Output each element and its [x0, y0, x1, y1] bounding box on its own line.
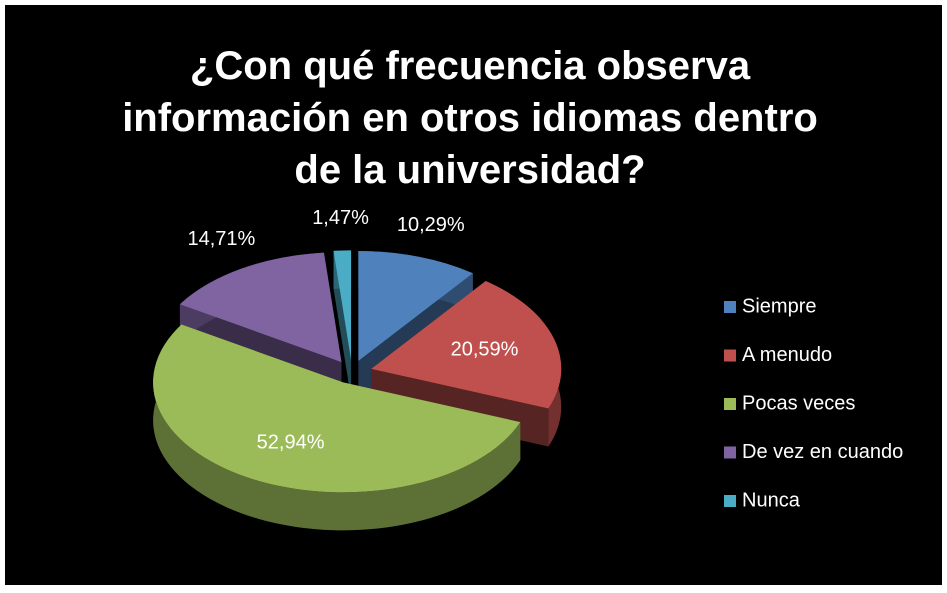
legend-swatch: [724, 301, 736, 313]
legend-swatch: [724, 349, 736, 362]
data-label: 10,29%: [397, 214, 465, 236]
slice: [153, 324, 521, 493]
legend-label: De vez en cuando: [742, 441, 903, 463]
legend-swatch: [724, 495, 736, 507]
data-label: 20,59%: [451, 338, 519, 360]
data-label: 52,94%: [257, 432, 325, 454]
legend-swatch: [724, 446, 736, 459]
slice: [371, 281, 562, 409]
legend-label: Nunca: [742, 489, 801, 511]
chart-title: ¿Con qué frecuencia observa información …: [122, 44, 818, 192]
slice: [358, 251, 473, 362]
data-label: 1,47%: [312, 207, 369, 229]
legend-swatch: [724, 398, 736, 410]
slice: [333, 250, 352, 361]
legend-label: A menudo: [742, 344, 832, 366]
legend-label: Siempre: [742, 295, 816, 317]
legend-label: Pocas veces: [742, 392, 855, 414]
slice-side: [153, 324, 521, 531]
slice: [179, 252, 342, 363]
data-label: 14,71%: [188, 228, 256, 250]
